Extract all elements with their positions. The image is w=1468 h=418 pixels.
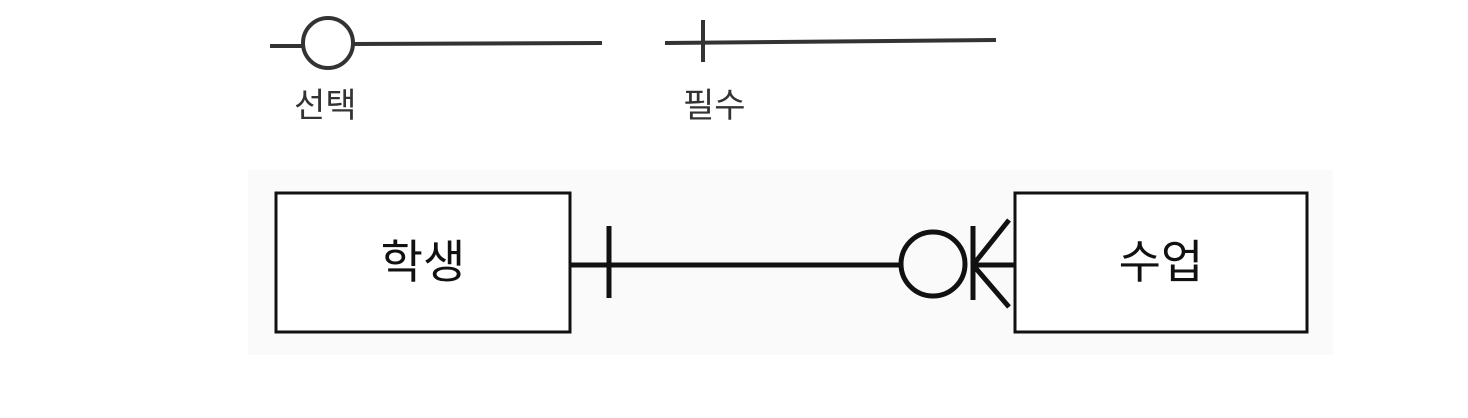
entity-class-label: 수업 bbox=[1119, 235, 1204, 289]
legend-optional-label: 선택 bbox=[294, 86, 357, 126]
legend-mandatory-line bbox=[664, 38, 997, 45]
crowfoot-prong-top bbox=[971, 218, 1011, 267]
legend-optional-line-right bbox=[352, 41, 603, 46]
legend-mandatory-label: 필수 bbox=[683, 86, 746, 126]
crowfoot-many-icon bbox=[971, 218, 1015, 309]
legend-optional: 선택 bbox=[270, 16, 603, 126]
entity-student-box bbox=[274, 191, 572, 334]
legend-mandatory: 필수 bbox=[664, 20, 997, 126]
entity-student: 학생 bbox=[274, 191, 572, 334]
optional-circle-icon bbox=[898, 229, 968, 299]
entity-class: 수업 bbox=[1013, 191, 1309, 334]
crowfoot-prong-bottom bbox=[971, 263, 1011, 309]
entity-student-label: 학생 bbox=[381, 235, 466, 289]
legend-optional-circle-icon bbox=[301, 16, 355, 70]
relationship-student-class bbox=[570, 218, 1015, 309]
